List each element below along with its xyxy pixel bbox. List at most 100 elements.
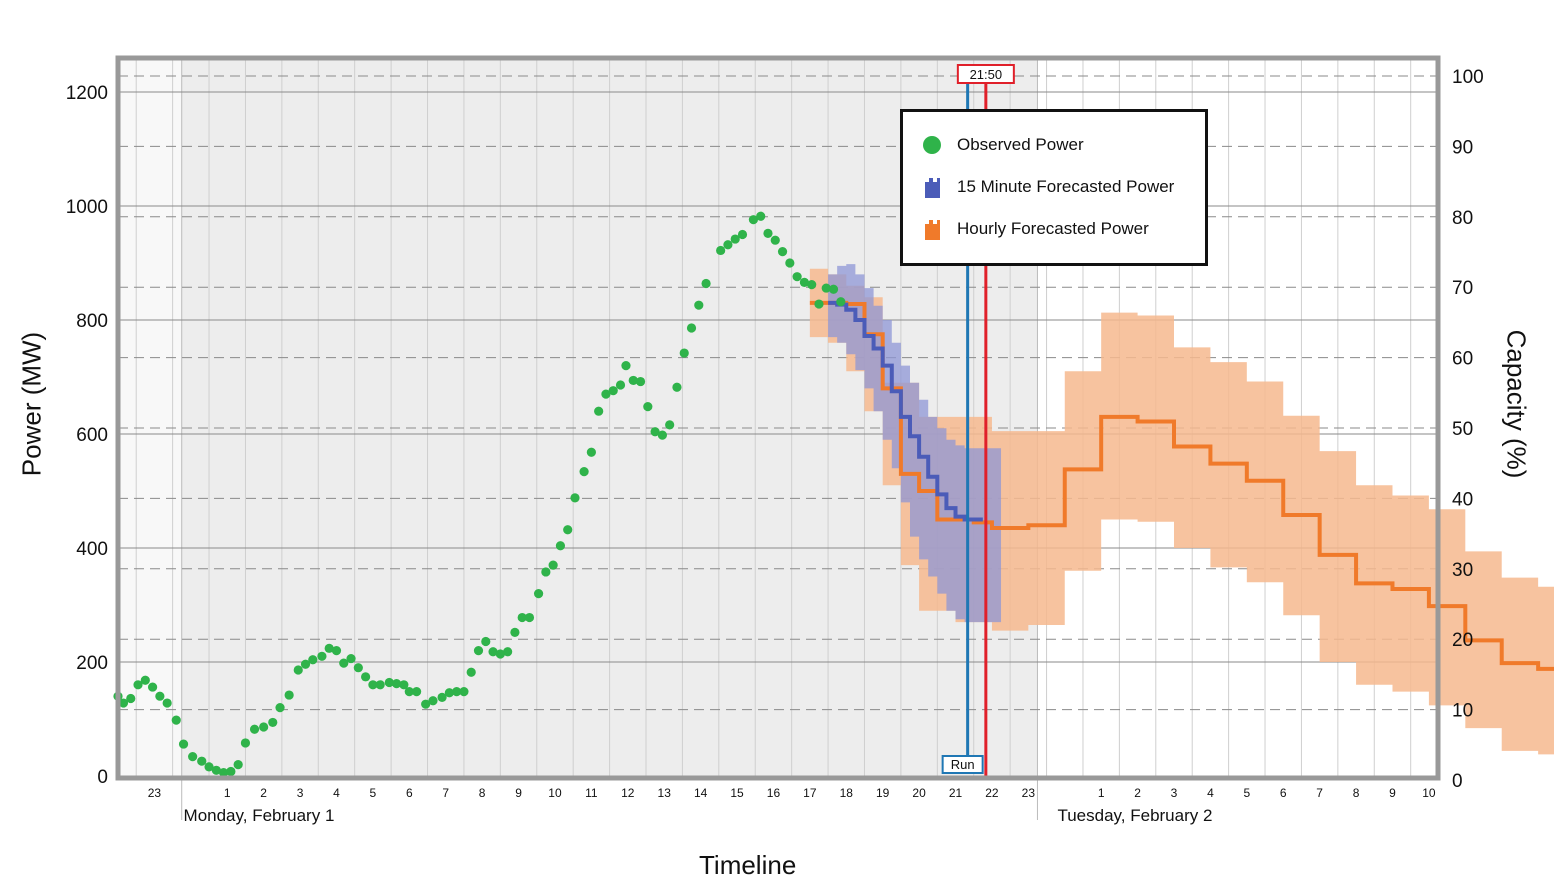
- y-axis-title: Power (MW): [16, 331, 47, 477]
- observed-point: [503, 647, 513, 657]
- observed-point: [730, 234, 740, 244]
- observed-point: [275, 703, 285, 713]
- day-label: Tuesday, February 2: [1057, 806, 1212, 825]
- observed-point: [563, 525, 573, 535]
- observed-point: [219, 767, 229, 778]
- x-tick-label: 3: [1171, 786, 1178, 800]
- observed-point: [317, 651, 327, 661]
- time-label: 21:50: [970, 67, 1003, 82]
- observed-point: [324, 643, 334, 653]
- observed-point: [488, 647, 498, 657]
- y-tick-label: 800: [76, 311, 108, 332]
- y2-tick-label: 0: [1452, 771, 1463, 792]
- y2-tick-label: 80: [1452, 208, 1473, 229]
- observed-point: [836, 297, 846, 307]
- x-tick-label: 22: [985, 786, 999, 800]
- y-tick-label: 1200: [66, 83, 108, 104]
- observed-point: [828, 284, 839, 294]
- tick-labels: 0 200 400 600 800 1000 1200 0 10 20 30 40 50 60 70 80 90…: [66, 67, 1484, 825]
- observed-point: [814, 299, 824, 309]
- observed-point: [541, 567, 551, 577]
- observed-point: [785, 258, 795, 268]
- legend-item-observed: Observed Power: [921, 133, 1084, 157]
- observed-point: [404, 687, 414, 697]
- y2-axis-title: Capacity (%): [1501, 329, 1532, 479]
- observed-point: [300, 659, 311, 669]
- observed-point: [162, 698, 172, 708]
- observed-point: [657, 430, 667, 440]
- observed-point: [437, 692, 447, 702]
- observed-point: [615, 380, 626, 390]
- observed-point: [821, 283, 831, 293]
- x-tick-label: 6: [406, 786, 413, 800]
- observed-point: [533, 589, 544, 599]
- forecast15-band: [828, 264, 1002, 623]
- observed-point: [353, 663, 363, 673]
- observed-point: [635, 376, 646, 387]
- x-tick-label: 2: [260, 786, 267, 800]
- legend: Observed Power 15 Minute Forecasted Powe…: [900, 109, 1208, 266]
- x-tick-label: 4: [1207, 786, 1214, 800]
- observed-point: [428, 696, 438, 706]
- observed-point: [608, 386, 618, 396]
- x-tick-label: 14: [694, 786, 708, 800]
- x-tick-label: 19: [876, 786, 890, 800]
- run-label: Run: [951, 757, 975, 772]
- observed-point: [226, 766, 236, 777]
- observed-point: [233, 760, 243, 770]
- observed-point: [517, 612, 527, 623]
- x-tick-label: 5: [1243, 786, 1250, 800]
- time-label-box: [956, 64, 1015, 84]
- observed-point: [178, 739, 189, 749]
- uncertainty-bands: [809, 264, 1554, 755]
- observed-point: [421, 699, 431, 709]
- x-tick-label: 7: [442, 786, 449, 800]
- run-label-box: [941, 755, 984, 774]
- x-tick-label: 1: [1098, 786, 1105, 800]
- observed-point: [694, 300, 704, 310]
- observed-point: [621, 361, 631, 371]
- observed-point: [361, 672, 371, 682]
- x-tick-label: 6: [1280, 786, 1287, 800]
- observed-point: [777, 247, 788, 257]
- observed-point: [444, 688, 454, 698]
- observed-point: [118, 698, 129, 708]
- plot-frame: [115, 55, 1441, 781]
- legend-item-15min: 15 Minute Forecasted Power: [921, 175, 1174, 199]
- y-tick-label: 600: [76, 425, 108, 446]
- observed-point: [495, 649, 505, 659]
- observed-point: [399, 680, 409, 690]
- y2-tick-label: 100: [1452, 67, 1484, 88]
- observed-point: [197, 756, 207, 766]
- vertical-gridlines: [135, 58, 1412, 820]
- observed-point: [339, 658, 349, 668]
- observed-point: [716, 245, 726, 256]
- observed-point: [601, 389, 611, 399]
- observed-point: [748, 215, 759, 225]
- observed-point: [672, 382, 682, 392]
- observed-points: [113, 211, 846, 778]
- observed-point: [579, 467, 589, 477]
- x-tick-label: 7: [1316, 786, 1323, 800]
- x-tick-label: 11: [585, 786, 598, 800]
- y2-tick-label: 30: [1452, 560, 1473, 581]
- x-tick-label: 5: [370, 786, 377, 800]
- observed-point: [155, 691, 165, 701]
- x-tick-label: 8: [479, 786, 486, 800]
- observed-point: [147, 682, 158, 692]
- observed-point: [570, 493, 580, 503]
- x-tick-label: 17: [803, 786, 817, 800]
- observed-point: [594, 406, 604, 416]
- day-label: Monday, February 1: [184, 806, 335, 825]
- legend-label-15min: 15 Minute Forecasted Power: [957, 177, 1175, 196]
- observed-point: [510, 627, 520, 637]
- y2-tick-label: 40: [1452, 489, 1473, 510]
- x-tick-label: 23: [1022, 786, 1036, 800]
- observed-point: [792, 272, 802, 282]
- observed-point: [723, 240, 733, 250]
- legend-label-hourly: Hourly Forecasted Power: [957, 219, 1149, 238]
- observed-point: [411, 687, 422, 697]
- observed-point: [555, 541, 566, 551]
- observed-point: [126, 693, 136, 704]
